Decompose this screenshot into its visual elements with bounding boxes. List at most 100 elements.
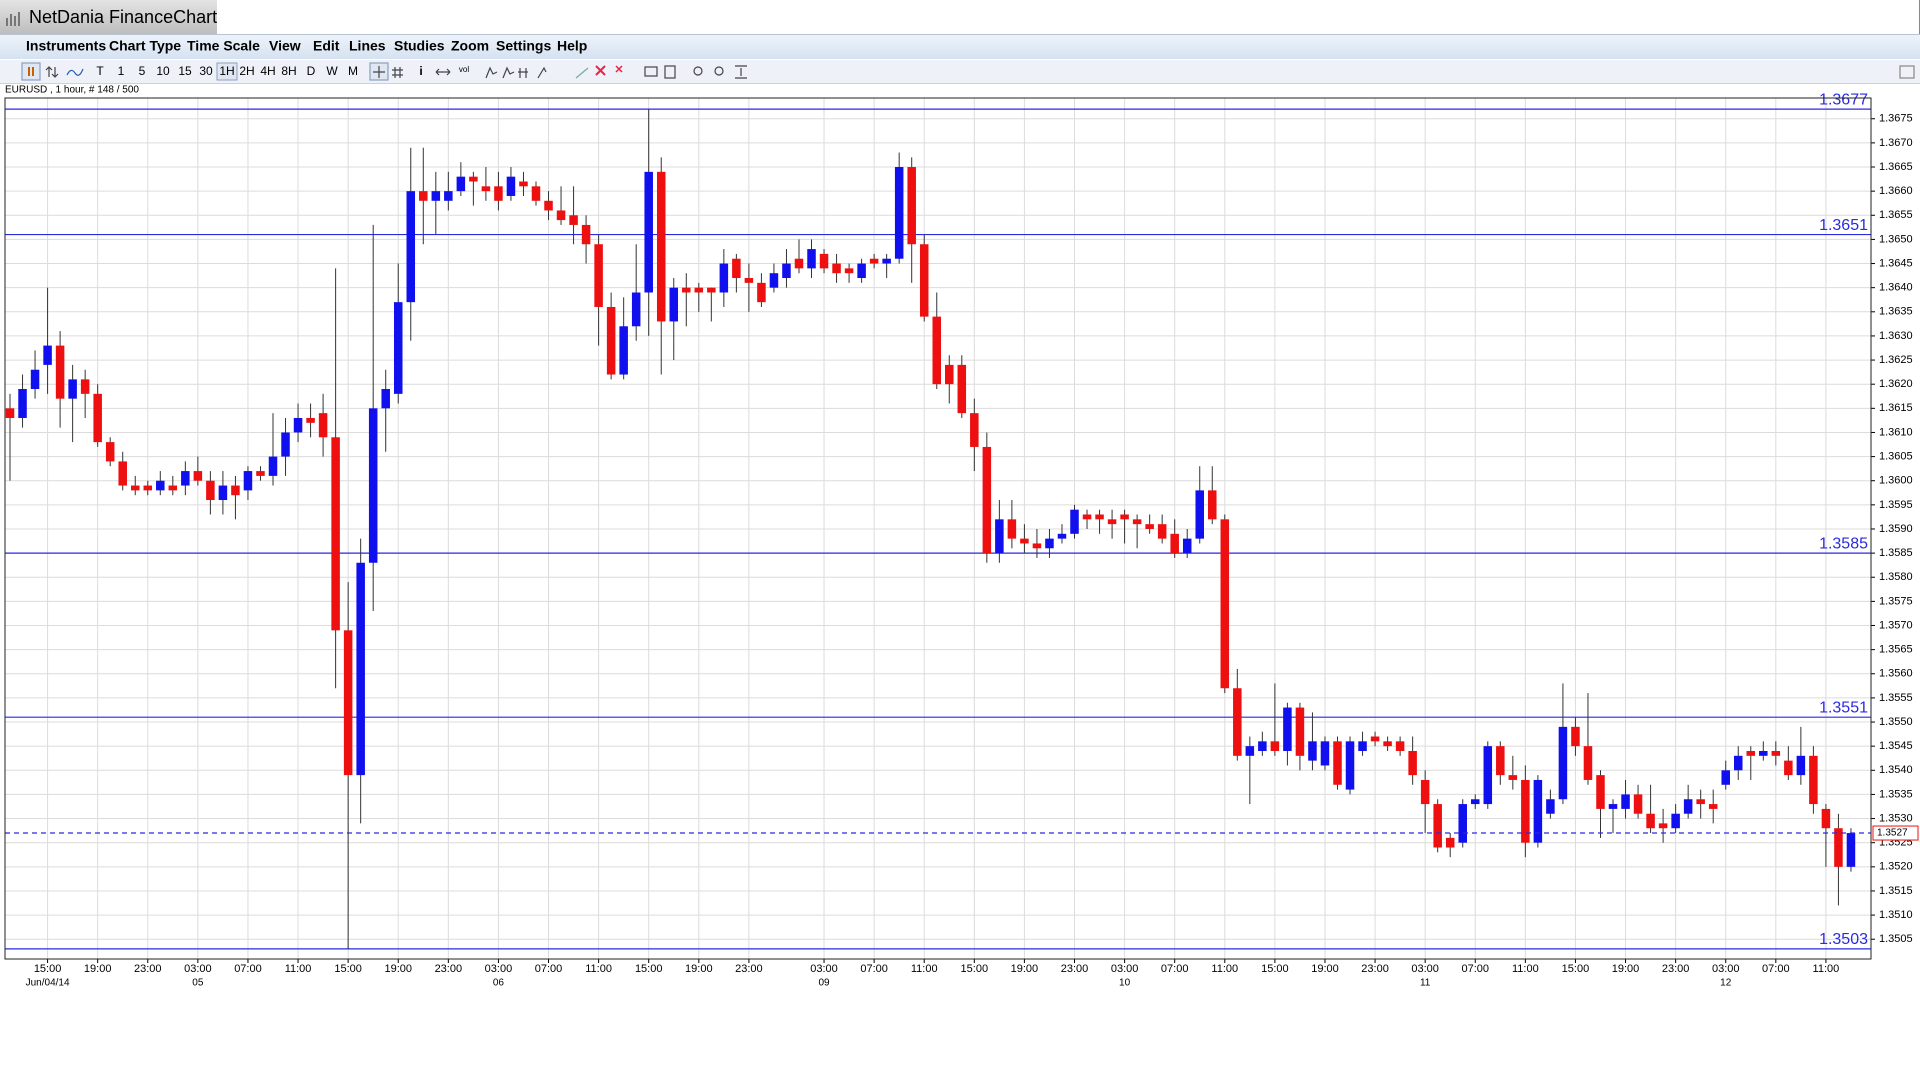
x-tick-label: 11:00 <box>285 963 312 975</box>
zoom-out-icon[interactable] <box>714 66 724 76</box>
candle-body <box>1746 750 1756 756</box>
candle-body <box>393 302 403 394</box>
candle-body <box>1834 828 1843 867</box>
timescale-button[interactable]: 1 <box>118 64 125 78</box>
menu-item[interactable]: Time Scale <box>187 38 260 54</box>
timescale-button[interactable]: 2H <box>239 64 254 78</box>
crosshair-icon <box>373 66 385 78</box>
info-tool[interactable]: i <box>419 64 422 78</box>
candle-body <box>1107 519 1117 525</box>
menu-item[interactable]: Help <box>557 38 587 54</box>
delete-all-icon[interactable] <box>615 65 623 73</box>
candle-body <box>143 485 153 491</box>
trendline-icon[interactable] <box>575 67 589 79</box>
timescale-button[interactable]: 30 <box>199 64 213 78</box>
candle-body <box>1145 524 1154 529</box>
x-tick-label: 03:00 <box>1411 963 1439 975</box>
line-chart-icon[interactable] <box>66 68 84 76</box>
candle-body <box>569 215 578 225</box>
menu-item[interactable]: Settings <box>496 38 551 54</box>
candle-body <box>481 186 491 192</box>
date-label: 06 <box>493 978 505 989</box>
candle-body <box>807 249 816 269</box>
menu-item[interactable]: Chart Type <box>109 38 181 54</box>
candle-body <box>1771 750 1781 756</box>
candle-body <box>281 432 290 457</box>
app-icon <box>6 12 20 26</box>
timescale-button[interactable]: D <box>307 64 316 78</box>
scroll-icon[interactable] <box>435 68 451 76</box>
menu-item[interactable]: Lines <box>349 38 386 54</box>
menu-item[interactable]: View <box>269 38 301 54</box>
candle-body <box>707 287 716 293</box>
zoom-fit-icon[interactable] <box>735 65 747 79</box>
x-tick-label: 11:00 <box>911 963 938 975</box>
candle-body <box>1558 726 1568 800</box>
last-price-label: 1.3527 <box>1877 828 1908 839</box>
updown-icon[interactable] <box>45 66 59 78</box>
candle-body <box>1045 538 1054 549</box>
zoom-in-icon[interactable] <box>693 66 703 76</box>
y-tick-label: 1.3655 <box>1879 209 1913 221</box>
candle-body <box>719 263 729 293</box>
candle-body <box>105 442 115 462</box>
y-tick-label: 1.3645 <box>1879 257 1913 269</box>
candle-body <box>631 292 641 327</box>
timescale-button[interactable]: 1H <box>219 64 234 78</box>
candle-body <box>857 263 866 279</box>
x-tick-label: 23:00 <box>1061 963 1089 975</box>
pause-button[interactable] <box>21 62 41 81</box>
candle-body <box>519 181 528 187</box>
plot-border <box>4 97 1872 960</box>
y-tick-label: 1.3585 <box>1879 547 1913 559</box>
print-icon[interactable] <box>644 66 658 77</box>
volume-tool[interactable]: vol <box>459 65 469 74</box>
timescale-button[interactable]: 15 <box>178 64 192 78</box>
x-tick-label: 07:00 <box>1161 963 1189 975</box>
candle-body <box>1132 519 1142 525</box>
timescale-button[interactable]: M <box>348 64 358 78</box>
timescale-button[interactable]: 10 <box>156 64 170 78</box>
x-tick-label: 03:00 <box>184 963 212 975</box>
timescale-button[interactable]: T <box>96 64 104 78</box>
candle-body <box>80 379 90 394</box>
preview-icon[interactable] <box>664 65 676 79</box>
candle-body <box>656 171 666 322</box>
timescale-button[interactable]: 4H <box>260 64 275 78</box>
candle-body <box>907 167 916 245</box>
window-title: NetDania FinanceChart <box>29 7 217 27</box>
y-tick-label: 1.3605 <box>1879 450 1913 462</box>
menu-item[interactable]: Edit <box>313 38 340 54</box>
candle-body <box>218 485 228 501</box>
candle-body <box>1759 750 1768 756</box>
candle-body <box>1157 524 1167 539</box>
candle-body <box>356 562 365 776</box>
chart: 1.35051.35101.35151.35201.35251.35301.35… <box>4 91 1919 989</box>
grid-icon[interactable] <box>392 67 403 78</box>
candle-body <box>1633 794 1643 814</box>
y-tick-label: 1.3630 <box>1879 330 1913 342</box>
candle-body <box>243 471 253 491</box>
corner-button[interactable] <box>1899 65 1915 79</box>
menu-item[interactable]: Studies <box>394 38 445 54</box>
y-tick-label: 1.3600 <box>1879 475 1913 487</box>
x-tick-label: 19:00 <box>1612 963 1640 975</box>
candle-body <box>1295 707 1305 756</box>
candle-body <box>644 171 653 293</box>
candle-body <box>55 345 65 399</box>
menu-item[interactable]: Instruments <box>26 38 106 54</box>
timescale-button[interactable]: W <box>326 64 338 78</box>
y-tick-label: 1.3535 <box>1879 788 1913 800</box>
timescale-button[interactable]: 8H <box>281 64 296 78</box>
candle-body <box>1483 746 1493 805</box>
candle-body <box>444 191 453 201</box>
x-tick-label: 03:00 <box>810 963 838 975</box>
timescale-button[interactable]: 5 <box>139 64 146 78</box>
candle-body <box>1358 741 1367 751</box>
drawing-tools[interactable] <box>485 66 547 79</box>
delete-icon[interactable] <box>595 65 606 76</box>
candle-body <box>1458 804 1467 843</box>
candle-body <box>1383 741 1392 747</box>
menu-item[interactable]: Zoom <box>451 38 489 54</box>
